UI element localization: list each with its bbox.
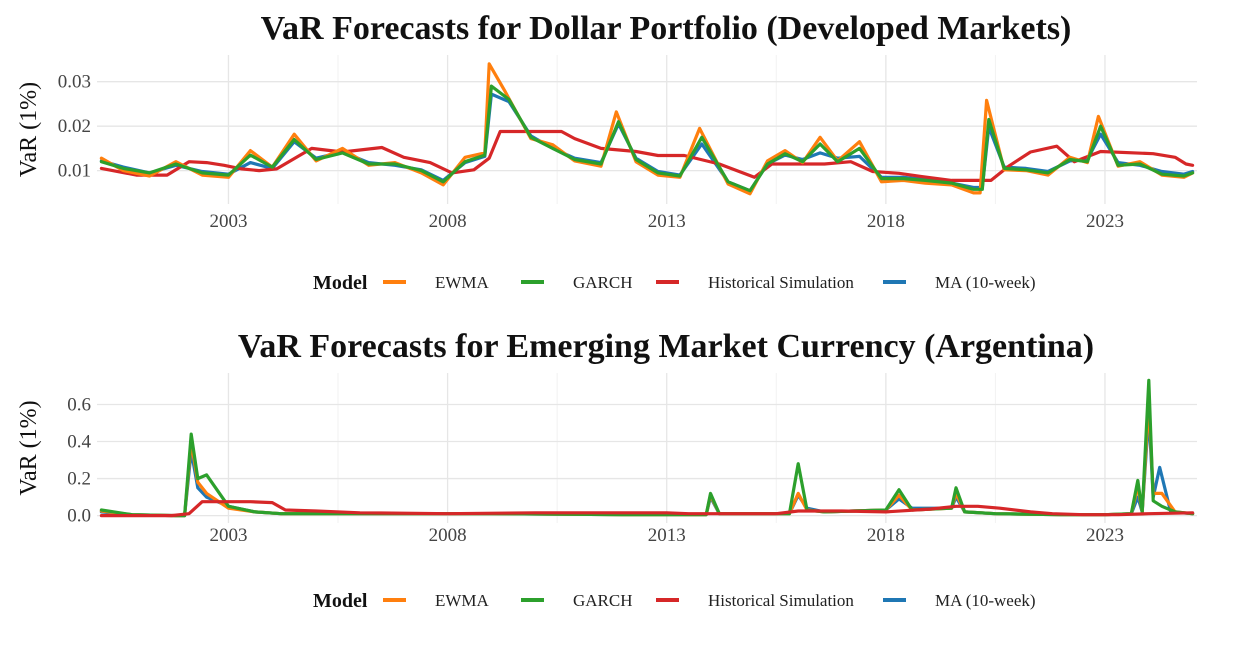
series-group [99, 378, 1195, 518]
legend-item: EWMA [383, 273, 490, 292]
x-tick-label: 2003 [209, 525, 247, 546]
x-tick-label: 2008 [429, 525, 467, 546]
series-line-historical-simulation [99, 500, 1195, 518]
legend-title: Model [313, 590, 368, 612]
x-tick-label: 2018 [867, 525, 905, 546]
x-tick-label: 2003 [209, 211, 247, 232]
legend-item: MA (10-week) [883, 591, 1036, 610]
y-tick-label: 0.0 [67, 506, 91, 527]
series-line-ma-10-week [99, 412, 1195, 518]
y-tick-label: 0.6 [67, 394, 91, 415]
series-line-ewma [99, 62, 1195, 196]
legend-item: GARCH [521, 591, 633, 610]
chart-panel-1: 2003 2008 2013 2018 2023 0.01 0.02 0.03 VaR Fore… [16, 10, 1197, 294]
y-tick-label: 0.01 [58, 161, 91, 182]
y-tick-label: 0.4 [67, 432, 91, 453]
x-tick-label: 2013 [648, 211, 686, 232]
legend-label: GARCH [573, 273, 633, 292]
y-axis-label: VaR (1%) [16, 82, 42, 177]
legend-label: MA (10-week) [935, 273, 1036, 292]
x-tick-label: 2023 [1086, 525, 1124, 546]
legend-label: GARCH [573, 591, 633, 610]
legend: Model EWMA GARCH Historical Simulation MA (1… [313, 590, 1036, 612]
legend-label: EWMA [435, 273, 490, 292]
x-tick-label: 2008 [429, 211, 467, 232]
legend-label: EWMA [435, 591, 490, 610]
legend-item: Historical Simulation [656, 591, 854, 610]
legend-item: MA (10-week) [883, 273, 1036, 292]
series-line-ewma [99, 399, 1195, 518]
y-tick-label: 0.03 [58, 72, 91, 93]
legend-item: GARCH [521, 273, 633, 292]
series-line-historical-simulation [99, 129, 1195, 182]
y-axis-label: VaR (1%) [16, 400, 42, 495]
legend-label: Historical Simulation [708, 273, 854, 292]
x-tick-label: 2013 [648, 525, 686, 546]
legend: Model EWMA GARCH Historical Simulation MA (1… [313, 272, 1036, 294]
series-line-ma-10-week [99, 92, 1195, 193]
x-tick-label: 2018 [867, 211, 905, 232]
y-tick-label: 0.2 [67, 469, 91, 490]
legend-title: Model [313, 272, 368, 294]
legend-label: Historical Simulation [708, 591, 854, 610]
chart-title: VaR Forecasts for Dollar Portfolio (Deve… [261, 10, 1072, 47]
x-tick-label: 2023 [1086, 211, 1124, 232]
legend-item: EWMA [383, 591, 490, 610]
series-group [99, 62, 1195, 196]
chart-title: VaR Forecasts for Emerging Market Curren… [238, 328, 1094, 365]
series-line-garch [99, 378, 1195, 518]
chart-panel-2: 2003 2008 2013 2018 2023 0.0 0.2 0.4 0.6 VaR Fore… [16, 328, 1197, 612]
series-line-garch [99, 84, 1195, 193]
legend-item: Historical Simulation [656, 273, 854, 292]
y-tick-label: 0.02 [58, 116, 91, 137]
legend-label: MA (10-week) [935, 591, 1036, 610]
